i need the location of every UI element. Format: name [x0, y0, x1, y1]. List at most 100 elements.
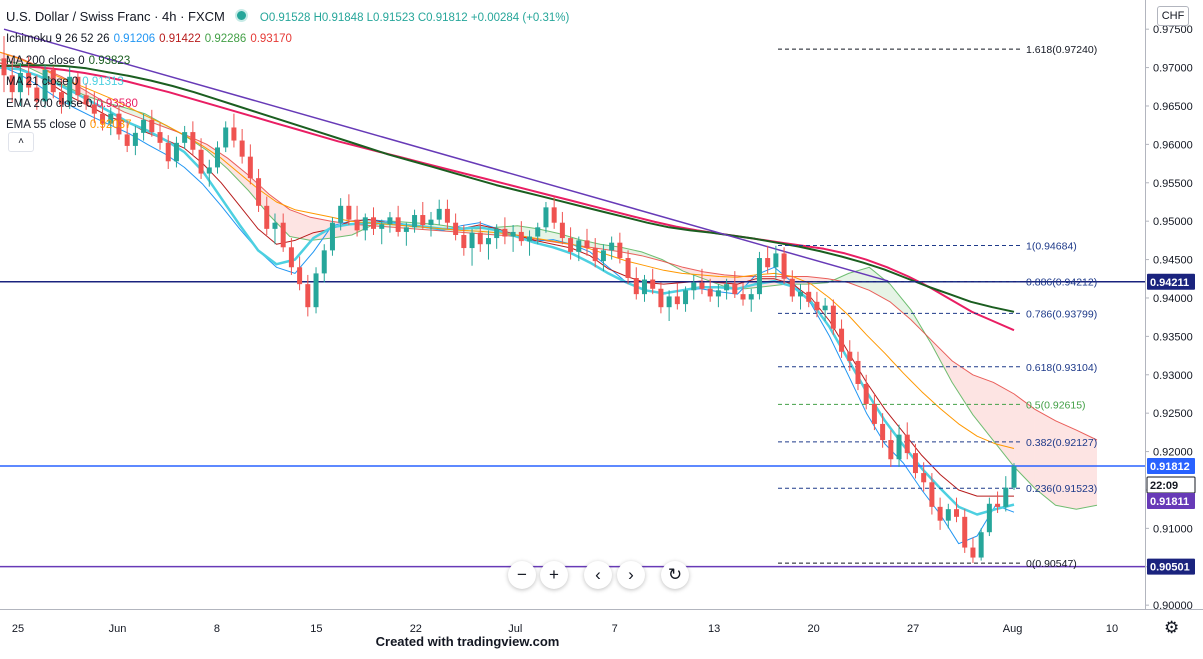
candle-body [198, 149, 204, 174]
candle-body [896, 434, 902, 460]
ichimoku-cloud-segment [1076, 430, 1097, 510]
chart-legend: U.S. Dollar / Swiss Franc · 4h · FXCM O0.… [6, 6, 569, 136]
indicator-row[interactable]: MA 21 close 0 0.91313 [6, 72, 569, 93]
candle-body [584, 240, 590, 249]
indicator-row[interactable]: MA 200 close 0 0.93823 [6, 51, 569, 72]
indicator-row[interactable]: EMA 200 close 0 0.93580 [6, 94, 569, 115]
candle-body [494, 228, 500, 239]
symbol-row: U.S. Dollar / Swiss Franc · 4h · FXCM O0.… [6, 6, 569, 29]
fib-level-label: 0(0.90547) [1026, 558, 1077, 570]
ichimoku-cloud-segment [1014, 394, 1035, 489]
candle-body [798, 291, 804, 297]
candle-body [231, 127, 237, 141]
x-tick-label: 7 [612, 623, 618, 635]
price-badge-label: 22:09 [1150, 480, 1178, 492]
candle-body [264, 205, 270, 229]
candle-body [871, 403, 877, 424]
candle-body [855, 360, 861, 384]
candle-body [912, 453, 918, 474]
candle-body [485, 238, 491, 245]
candle-body [34, 87, 40, 102]
indicator-value: 0.93580 [96, 97, 138, 110]
indicator-label: MA 21 close 0 [6, 76, 79, 89]
candle-body [50, 69, 56, 93]
candle-body [91, 104, 97, 114]
candle-body [83, 95, 89, 105]
candle-body [182, 132, 188, 143]
candle-body [699, 282, 705, 289]
candle-body [223, 127, 229, 148]
indicator-value: 0.93170 [250, 33, 292, 46]
candle-body [362, 217, 368, 231]
indicator-value: 0.93823 [88, 54, 131, 67]
trendline[interactable] [3, 28, 889, 282]
candle-body [847, 351, 853, 361]
y-tick-label: 0.91000 [1153, 523, 1193, 535]
fib-level-label: 0.382(0.92127) [1026, 437, 1097, 449]
candle-body [609, 242, 615, 251]
candle-body [75, 76, 81, 96]
candle-body [658, 288, 664, 308]
candle-body [395, 217, 401, 232]
indicator-row[interactable]: Ichimoku 9 26 52 26 0.91206 0.91422 0.92286… [6, 29, 569, 50]
candle-body [683, 290, 689, 305]
ichimoku-cloud-segment [227, 158, 249, 191]
zoom-in-button[interactable]: + [540, 561, 568, 589]
candle-body [576, 240, 582, 252]
candle-body [650, 279, 656, 289]
price-badge [1147, 273, 1195, 290]
candle-body [469, 232, 475, 249]
candle-body [830, 305, 836, 329]
settings-gear-icon[interactable]: ⚙ [1164, 618, 1180, 637]
indicator-value: 0.92037 [89, 119, 132, 132]
indicator-row[interactable]: EMA 55 close 0 0.92037 [6, 115, 569, 136]
candle-body [707, 288, 713, 297]
candle-body [346, 205, 352, 220]
price-badge-label: 0.90501 [1150, 562, 1190, 574]
price-badge-label: 0.91812 [1150, 461, 1190, 473]
x-tick-label: 20 [808, 623, 820, 635]
candle-body [288, 247, 294, 268]
price-badge [1147, 458, 1195, 475]
scroll-right-button[interactable]: › [617, 561, 645, 589]
candle-body [329, 222, 335, 251]
scroll-left-button[interactable]: ‹ [584, 561, 612, 589]
candle-body [945, 509, 951, 521]
currency-button[interactable]: CHF [1157, 6, 1189, 26]
candle-body [428, 219, 434, 226]
candle-body [256, 178, 262, 206]
y-tick-label: 0.94000 [1153, 293, 1193, 305]
y-tick-label: 0.96000 [1153, 139, 1193, 151]
candle-body [379, 224, 385, 229]
candle-body [600, 250, 606, 262]
candle-body [880, 423, 886, 441]
symbol-title[interactable]: U.S. Dollar / Swiss Franc · 4h · FXCM [6, 9, 225, 24]
candle-body [9, 75, 15, 93]
legend-collapse-button[interactable]: ˄ [8, 132, 34, 152]
candle-body [321, 250, 327, 274]
y-tick-label: 0.93000 [1153, 370, 1193, 382]
candle-body [354, 219, 360, 231]
candle-body [765, 258, 771, 268]
candle-body [732, 284, 738, 295]
candle-body [420, 215, 426, 226]
ichimoku-cloud-segment [683, 267, 704, 279]
candle-body [756, 258, 762, 295]
candle-body [26, 72, 32, 88]
candle-body [527, 236, 533, 242]
ichimoku-cloud-segment [1055, 420, 1077, 510]
ichimoku-cloud-segment [869, 267, 890, 302]
candle-body [740, 294, 746, 300]
candle-body [510, 231, 516, 237]
zoom-out-button[interactable]: − [508, 561, 536, 589]
indicator-label: MA 200 close 0 [6, 54, 85, 67]
candle-body [1003, 487, 1009, 507]
indicator-value: 0.91206 [113, 33, 156, 46]
candle-body [839, 328, 845, 352]
candle-body [149, 119, 155, 133]
candle-body [535, 227, 541, 237]
reset-chart-button[interactable]: ↻ [661, 561, 689, 589]
candle-body [461, 234, 467, 249]
